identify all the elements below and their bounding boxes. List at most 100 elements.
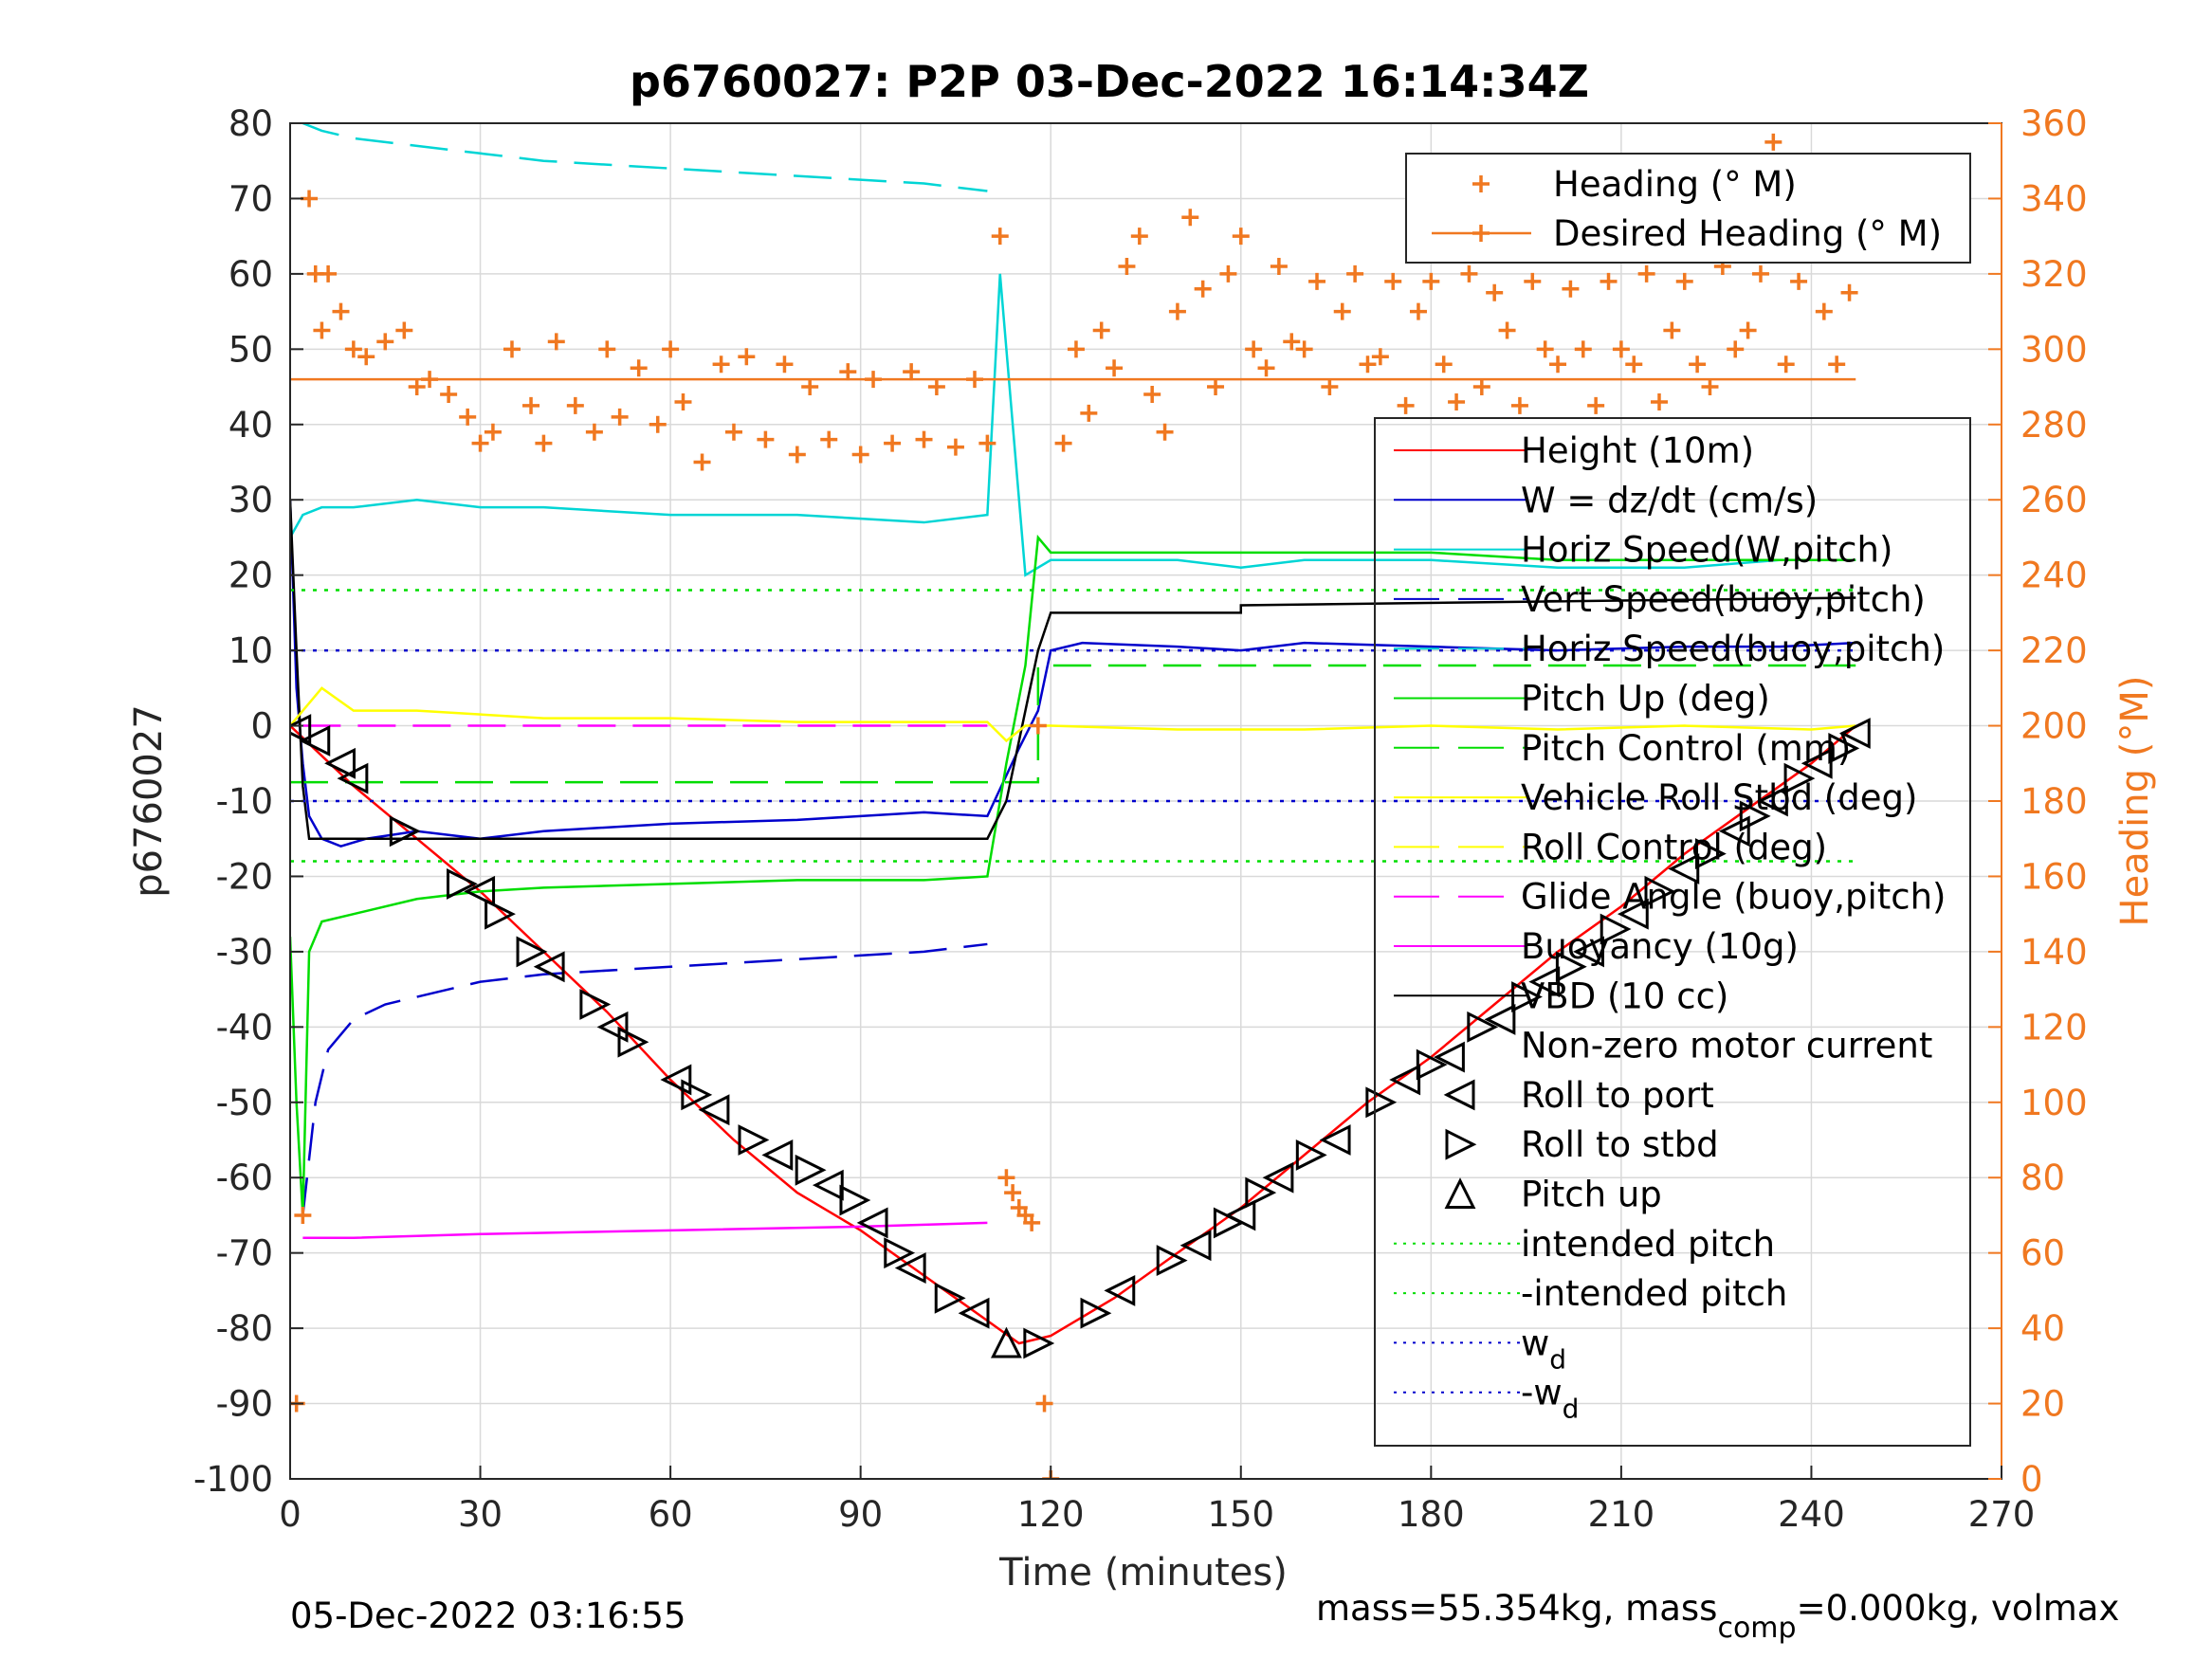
heading-point xyxy=(649,415,667,433)
heading-point xyxy=(1106,359,1124,377)
heading-point xyxy=(1092,321,1110,339)
heading-point xyxy=(598,340,616,358)
marker-roll-right xyxy=(1023,1327,1055,1359)
y-left-tick-label: 70 xyxy=(229,178,273,219)
marker-roll-right xyxy=(934,1282,966,1314)
marker-roll-left xyxy=(1484,1003,1516,1035)
heading-point xyxy=(1600,272,1618,290)
heading-point xyxy=(1270,257,1288,275)
y-right-tick-label: 0 xyxy=(2020,1459,2043,1500)
marker-roll-right xyxy=(447,867,478,900)
legend-main-box xyxy=(1374,417,1971,1447)
heading-point xyxy=(585,423,603,441)
legend-sample-marker xyxy=(1444,1177,1476,1209)
legend-sample-marker xyxy=(1443,1079,1475,1111)
marker-roll-up xyxy=(991,1326,1022,1358)
heading-point xyxy=(693,453,711,471)
marker-roll-left xyxy=(1262,1161,1294,1194)
heading-point xyxy=(1067,340,1085,358)
heading-point xyxy=(395,321,413,339)
marker-roll-left xyxy=(856,1207,888,1239)
heading-point xyxy=(865,371,883,389)
heading-point xyxy=(1295,340,1313,358)
marker-roll-right xyxy=(389,815,421,848)
marker-roll-left xyxy=(324,747,356,779)
legend-sample-plus xyxy=(1472,175,1490,192)
y-right-tick-label: 220 xyxy=(2020,630,2088,671)
series-layer xyxy=(290,123,1857,1345)
heading-point xyxy=(1751,264,1769,283)
marker-roll-left xyxy=(533,951,565,983)
heading-point xyxy=(484,423,502,441)
y-left-tick-label: 50 xyxy=(229,329,273,370)
x-axis: 0 30 60 90 120 150 180 210 240 270 xyxy=(279,1466,2035,1535)
heading-point xyxy=(1675,272,1693,290)
footer-mass-sub: comp xyxy=(1717,1612,1796,1645)
y-right-tick-label: 160 xyxy=(2020,856,2088,897)
legend-main: Height (10m) W = dz/dt (cm/s) Horiz Speed(… xyxy=(1374,417,1971,1447)
heading-point xyxy=(1739,321,1757,339)
heading-point xyxy=(630,359,648,377)
heading-point xyxy=(1080,404,1098,422)
heading-point xyxy=(1397,396,1415,414)
heading-point xyxy=(801,378,819,396)
heading-point xyxy=(1232,228,1250,246)
y-right-tick-label: 240 xyxy=(2020,556,2088,596)
heading-point xyxy=(1448,392,1466,410)
legend-main-label: Glide Angle (buoy,pitch) xyxy=(1521,877,1946,918)
y-left-tick-label: 30 xyxy=(229,480,273,520)
x-tick-label: 180 xyxy=(1398,1494,1465,1535)
series-pitch-up-deg xyxy=(290,534,1856,1216)
heading-point xyxy=(547,333,565,351)
marker-roll-right xyxy=(681,1079,713,1111)
marker-roll-left xyxy=(337,762,369,794)
heading-point xyxy=(946,438,964,456)
y-left-tick-label: 40 xyxy=(229,405,273,446)
y-left-tick-label: -100 xyxy=(193,1459,273,1500)
heading-point xyxy=(1498,321,1516,339)
y-left-tick-label: -90 xyxy=(216,1384,273,1425)
x-tick-label: 30 xyxy=(458,1494,503,1535)
heading-point xyxy=(1777,356,1795,374)
heading-point xyxy=(738,348,756,366)
marker-roll-right xyxy=(1156,1245,1188,1277)
marker-roll-left xyxy=(958,1297,990,1329)
legend-main-label: Pitch Control (mm) xyxy=(1521,728,1851,769)
legend-main-label: Non-zero motor current xyxy=(1521,1026,1932,1066)
marker-roll-right xyxy=(516,936,548,968)
heading-point xyxy=(1035,1395,1053,1413)
marker-roll-left xyxy=(1224,1199,1256,1231)
heading-point xyxy=(1207,378,1225,396)
marker-roll-left xyxy=(761,1139,794,1171)
footer-mass-suffix: =0.000kg, volmax xyxy=(1797,1588,2120,1629)
heading-point xyxy=(332,302,350,320)
marker-roll-left xyxy=(464,875,496,907)
marker-roll-left xyxy=(698,1094,730,1126)
heading-point xyxy=(1130,228,1148,246)
marker-roll-right xyxy=(1295,1139,1327,1171)
marker-roll-left xyxy=(812,1169,844,1201)
heading-point xyxy=(1283,333,1301,351)
y-right-tick-label: 140 xyxy=(2020,932,2088,973)
heading-point xyxy=(1828,356,1846,374)
marker-roll-right xyxy=(738,1124,770,1156)
y-left-tick-label: -50 xyxy=(216,1083,273,1123)
marker-roll-left xyxy=(1668,853,1700,884)
heading-point xyxy=(344,340,362,358)
y-left-tick-label: 10 xyxy=(229,630,273,671)
marker-roll-left xyxy=(1389,1064,1421,1096)
y-right-tick-label: 280 xyxy=(2020,405,2088,446)
heading-point xyxy=(1536,340,1554,358)
heading-point xyxy=(1460,264,1478,283)
legend-heading: Heading (° M) Desired Heading (° M) xyxy=(1405,153,1971,264)
heading-point xyxy=(1701,378,1719,396)
y-left-tick-label: 0 xyxy=(250,706,273,747)
heading-point xyxy=(1472,378,1490,396)
heading-point xyxy=(1790,272,1808,290)
heading-point xyxy=(1651,392,1668,410)
heading-point xyxy=(927,378,945,396)
heading-point xyxy=(1422,272,1440,290)
y-left-tick-label: -20 xyxy=(216,856,273,897)
legend-main-label: Horiz Speed(W,pitch) xyxy=(1521,530,1892,571)
